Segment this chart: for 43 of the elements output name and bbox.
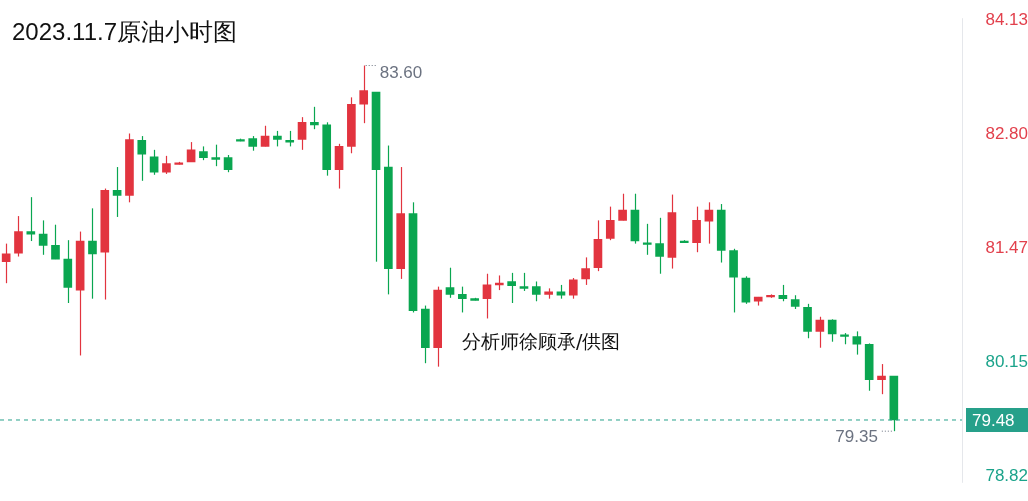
candlestick (815, 316, 825, 349)
y-tick-label: 78.82 (985, 466, 1028, 486)
annotation: 79.35 (835, 426, 878, 446)
candlestick (531, 280, 541, 302)
ref-line-label: 79.48 (972, 410, 1015, 430)
candlestick (445, 267, 455, 299)
candlestick (38, 219, 48, 256)
candlestick (88, 207, 97, 300)
candlestick (568, 277, 578, 300)
candlestick (642, 223, 652, 256)
candlestick (827, 318, 837, 343)
candlestick (137, 135, 147, 182)
candlestick (692, 206, 701, 253)
y-tick-label: 81.47 (985, 238, 1028, 258)
candlestick (14, 215, 23, 258)
candlestick (149, 149, 159, 176)
candlestick (51, 224, 60, 260)
candlestick (704, 201, 714, 245)
candlestick (359, 64, 369, 124)
y-tick-label: 82.80 (985, 124, 1028, 144)
candlestick (618, 193, 627, 221)
y-tick-label: 80.15 (985, 352, 1028, 372)
candlestick (112, 166, 122, 218)
candlestick (507, 272, 516, 304)
candlestick (297, 116, 307, 151)
y-tick-label: 84.13 (985, 9, 1028, 29)
candlestick (482, 273, 492, 320)
candlestick (877, 363, 886, 395)
candlestick (334, 143, 344, 190)
candlestick (655, 217, 664, 275)
candlestick (458, 286, 467, 314)
annotation: 83.60 (379, 63, 423, 83)
candlestick (605, 206, 615, 241)
chart-title: 2023.11.7原油小时图 (12, 17, 237, 47)
candlestick (581, 256, 590, 286)
candlestick (519, 272, 529, 292)
candlestick (852, 330, 862, 356)
annotation: 分析师徐顾承/供图 (462, 330, 621, 353)
candlestick (26, 196, 36, 242)
candlestick (162, 155, 171, 175)
candlestick (211, 144, 221, 167)
candlestick (260, 125, 270, 147)
candlestick (310, 106, 319, 130)
